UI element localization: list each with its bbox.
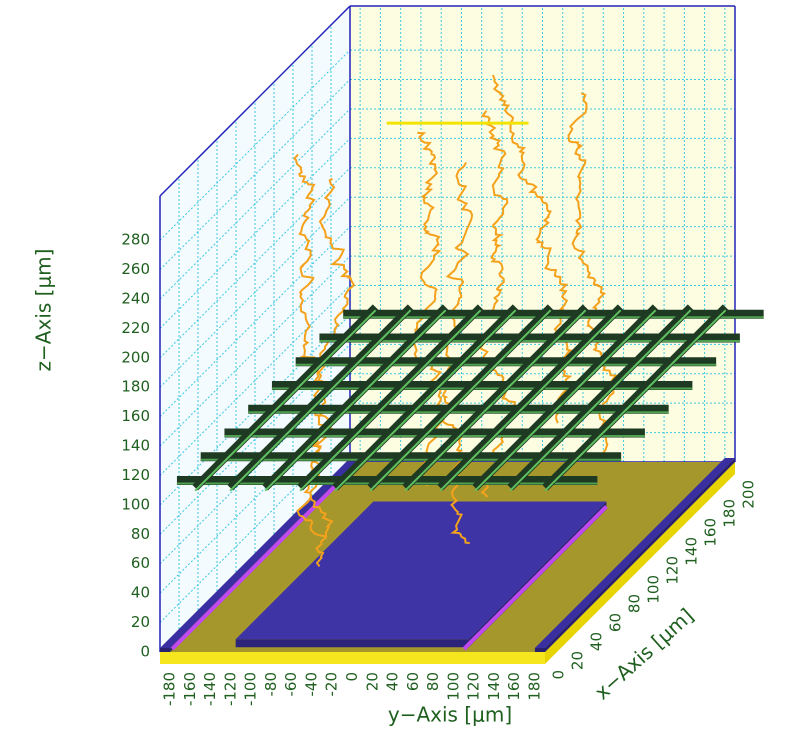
x-tick-label: 140 — [683, 537, 701, 566]
y-tick-label: -120 — [221, 672, 239, 706]
y-tick-label: 20 — [363, 672, 381, 691]
electrode-front — [160, 648, 170, 652]
y-tick-label: 100 — [444, 672, 462, 701]
y-tick-label: -60 — [282, 672, 300, 697]
z-tick-label: 120 — [121, 466, 150, 484]
electrode-front — [535, 648, 545, 652]
x-tick-label: 120 — [664, 556, 682, 585]
y-tick-label: -80 — [262, 672, 280, 697]
y-tick-label: -160 — [181, 672, 199, 706]
y-axis-title: y−Axis [μm] — [388, 703, 512, 727]
x-tick-label: 0 — [550, 670, 568, 680]
y-tick-label: 120 — [465, 672, 483, 701]
z-tick-label: 160 — [121, 407, 150, 425]
x-tick-label: 200 — [740, 480, 758, 509]
y-tick-label: 60 — [404, 672, 422, 691]
electrode-front — [236, 639, 469, 647]
y-tick-label: -100 — [242, 672, 260, 706]
z-tick-label: 280 — [121, 231, 150, 249]
z-tick-label: 140 — [121, 437, 150, 455]
x-tick-label: 80 — [626, 594, 644, 613]
y-tick-label: -40 — [302, 672, 320, 697]
z-tick-label: 200 — [121, 348, 150, 366]
x-tick-label: 180 — [721, 499, 739, 528]
y-tick-label: -140 — [201, 672, 219, 706]
z-tick-label: 0 — [140, 643, 150, 661]
z-tick-label: 20 — [131, 613, 150, 631]
z-tick-label: 40 — [131, 584, 150, 602]
y-tick-label: -180 — [161, 672, 179, 706]
chart: 020406080100120140160180200220240260280-… — [0, 0, 793, 731]
x-tick-label: 160 — [702, 518, 720, 547]
y-tick-label: 0 — [343, 672, 361, 682]
z-tick-label: 240 — [121, 289, 150, 307]
x-tick-label: 100 — [645, 575, 663, 604]
y-tick-label: -20 — [323, 672, 341, 697]
x-tick-label: 20 — [569, 651, 587, 670]
substrate-front — [160, 652, 545, 664]
y-tick-label: 160 — [505, 672, 523, 701]
y-tick-label: 40 — [384, 672, 402, 691]
z-tick-label: 220 — [121, 319, 150, 337]
z-tick-label: 100 — [121, 495, 150, 513]
y-tick-label: 180 — [525, 672, 543, 701]
z-tick-label: 80 — [131, 525, 150, 543]
z-tick-label: 60 — [131, 554, 150, 572]
z-tick-label: 260 — [121, 260, 150, 278]
y-tick-label: 80 — [424, 672, 442, 691]
x-tick-label: 40 — [588, 632, 606, 651]
z-tick-label: 180 — [121, 378, 150, 396]
y-tick-label: 140 — [485, 672, 503, 701]
x-tick-label: 60 — [607, 613, 625, 632]
z-axis-title: z−Axis [μm] — [32, 249, 56, 372]
